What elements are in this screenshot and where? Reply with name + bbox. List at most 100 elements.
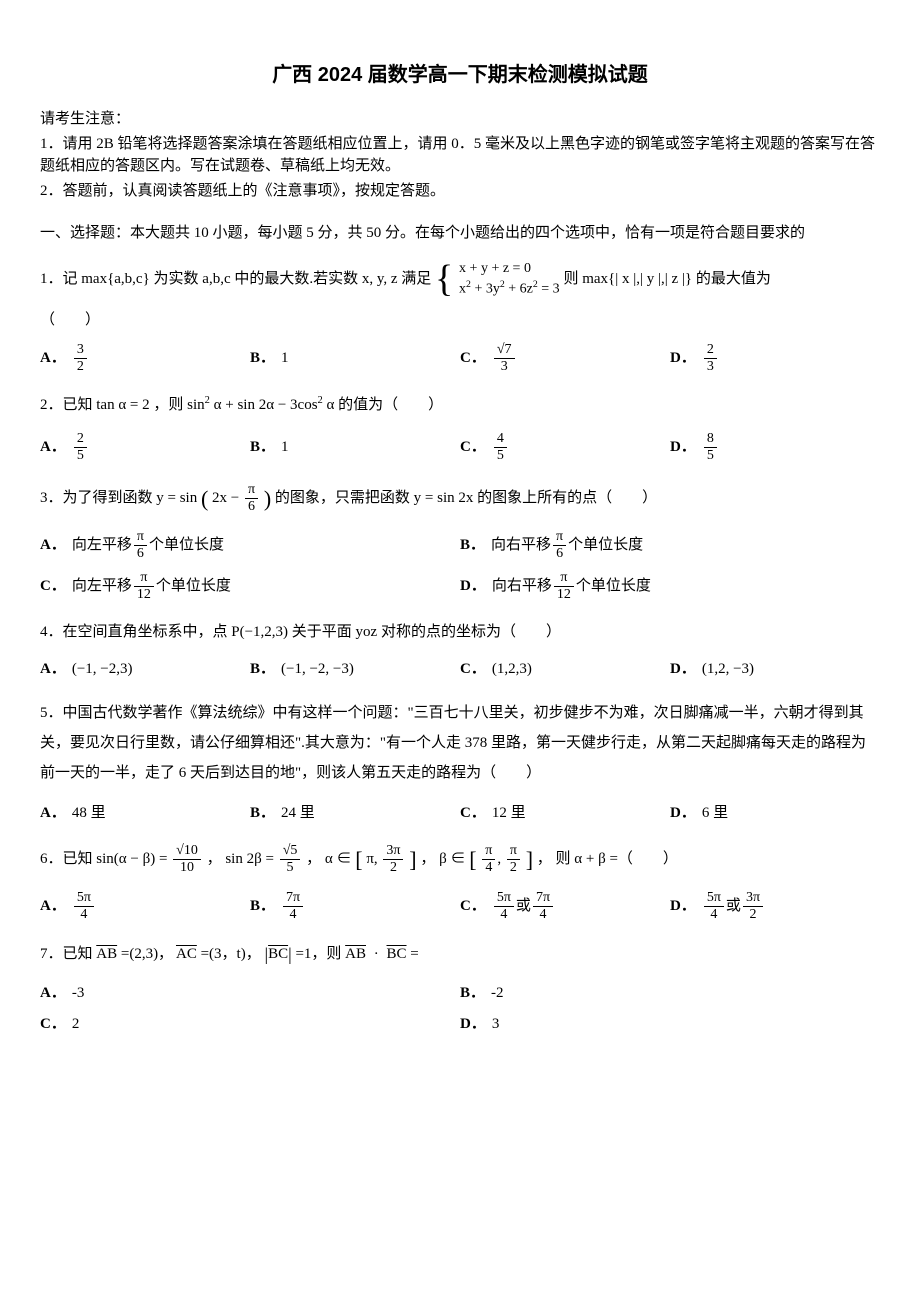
instructions-head: 请考生注意：	[40, 108, 880, 131]
q6-c1-num: 5π	[494, 890, 514, 907]
q4-choice-b: B． (−1, −2, −3)	[250, 654, 460, 685]
section-1-heading: 一、选择题：本大题共 10 小题，每小题 5 分，共 50 分。在每个小题给出的…	[40, 222, 880, 245]
q2-d-num: 8	[704, 431, 717, 448]
label-a: A．	[40, 436, 66, 459]
q2-choice-a: A． 25	[40, 427, 250, 468]
q2-post: α 的值为（ ）	[323, 397, 443, 413]
label-b: B．	[250, 658, 275, 681]
q6-r2-hi-num: π	[507, 843, 520, 860]
q2-a-num: 2	[74, 431, 87, 448]
q7-bc1-val: =1，则	[292, 946, 345, 962]
q2-choices: A．25 B．1 C．45 D．85	[40, 427, 880, 468]
q7-ac-val: =(3，t)，	[197, 946, 265, 962]
q3-a-pre: 向左平移	[72, 534, 132, 557]
q6-b-num: 7π	[283, 890, 303, 907]
q4-choice-d: D．(1,2, −3)	[670, 654, 880, 685]
q6-a-num: 5π	[74, 890, 94, 907]
label-d: D．	[670, 895, 696, 918]
q1-choice-b: B． 1	[250, 338, 460, 379]
label-b: B．	[250, 347, 275, 370]
q6-r1-hi-num: 3π	[383, 843, 403, 860]
q1-eq2-eq: = 3	[538, 282, 560, 297]
q6-f2-num: √5	[280, 843, 301, 860]
label-d: D．	[670, 347, 696, 370]
q1-eq2-x: x	[459, 282, 466, 297]
q4-b: (−1, −2, −3)	[281, 658, 354, 681]
label-c: C．	[460, 895, 486, 918]
q7-vec-bc2: BC	[387, 946, 407, 962]
q6-b-den: 4	[283, 907, 303, 923]
q6-r1-hi-den: 2	[383, 860, 403, 876]
label-b: B．	[250, 436, 275, 459]
q2-b: 1	[281, 436, 289, 459]
q3-choices: A．向左平移 π6 个单位长度 B．向右平移 π6 个单位长度 C．向左平移 π…	[40, 525, 880, 607]
q3-c-den: 12	[134, 587, 154, 603]
q3-pre: 3．为了得到函数 y = sin	[40, 490, 197, 506]
q3-choice-a: A．向左平移 π6 个单位长度	[40, 525, 460, 566]
q6-mid3: ， β ∈	[420, 851, 465, 867]
q6-f2-den: 5	[280, 860, 301, 876]
label-b: B．	[250, 802, 275, 825]
q3-a-den: 6	[134, 546, 147, 562]
q1-eq2-y: + 3y	[471, 282, 500, 297]
q6-mid2: ， α ∈	[306, 851, 351, 867]
label-d: D．	[670, 658, 696, 681]
q2-a-den: 5	[74, 448, 87, 464]
q3-b-post: 个单位长度	[568, 534, 643, 557]
q3-post: 的图象，只需把函数 y = sin 2x 的图象上所有的点（ ）	[275, 490, 657, 506]
q7-eq: =	[407, 946, 419, 962]
q6-d2-num: 3π	[743, 890, 763, 907]
q7-d: 3	[492, 1013, 500, 1036]
q1-c-num: √7	[494, 342, 515, 359]
q2-d-den: 5	[704, 448, 717, 464]
q7-a: -3	[72, 982, 85, 1005]
q1-b: 1	[281, 347, 289, 370]
q7-choices: A．-3 B．-2 C．2 D．3	[40, 978, 880, 1039]
label-b: B．	[460, 534, 485, 557]
q1-eq2: x2 + 3y2 + 6z2 = 3	[459, 278, 560, 299]
q5-choice-b: B． 24 里	[250, 798, 460, 829]
q1-choice-a: A．32	[40, 338, 250, 379]
label-d: D．	[670, 436, 696, 459]
q3-b-num: π	[553, 529, 566, 546]
label-a: A．	[40, 534, 66, 557]
q1-post: 则 max{| x |,| y |,| z |} 的最大值为	[563, 270, 770, 286]
q3-inner-den: 6	[245, 499, 258, 515]
q7-c: 2	[72, 1013, 80, 1036]
q5-b: 24 里	[281, 802, 315, 825]
q2-c-den: 5	[494, 448, 507, 464]
q1-system: x + y + z = 0 x2 + 3y2 + 6z2 = 3	[459, 259, 560, 300]
q3-b-den: 6	[553, 546, 566, 562]
q1-choices: A．32 B．1 C．√73 D．23	[40, 338, 880, 379]
label-c: C．	[40, 575, 66, 598]
q2-c-num: 4	[494, 431, 507, 448]
q1-choice-d: D．23	[670, 338, 880, 379]
lparen-icon: (	[201, 486, 208, 511]
q7-vec-bc1: BC	[268, 946, 288, 962]
q5-choice-a: A．48 里	[40, 798, 250, 829]
q2-pre: 2．已知 tan α = 2 ，则 sin	[40, 397, 205, 413]
page-title: 广西 2024 届数学高一下期末检测模拟试题	[40, 60, 880, 90]
q4-a: (−1, −2,3)	[72, 658, 133, 681]
question-1: 1．记 max{a,b,c} 为实数 a,b,c 中的最大数.若实数 x, y,…	[40, 259, 880, 380]
label-a: A．	[40, 347, 66, 370]
q7-vec-ac: AC	[176, 946, 197, 962]
q4-choice-c: C．(1,2,3)	[460, 654, 670, 685]
label-d: D．	[460, 1013, 486, 1036]
q3-choice-d: D．向右平移 π12 个单位长度	[460, 566, 880, 607]
question-2-stem: 2．已知 tan α = 2 ，则 sin2 α + sin 2α − 3cos…	[40, 393, 880, 417]
label-c: C．	[40, 1013, 66, 1036]
lbracket-icon: [	[355, 847, 362, 872]
q7-choice-d: D． 3	[460, 1009, 880, 1040]
label-b: B．	[460, 982, 485, 1005]
q6-c-or: 或	[516, 895, 531, 918]
q5-choice-d: D．6 里	[670, 798, 880, 829]
instructions-line-1: 1．请用 2B 铅笔将选择题答案涂填在答题纸相应位置上，请用 0．5 毫米及以上…	[40, 133, 880, 178]
q7-ab-val: =(2,3)，	[117, 946, 176, 962]
label-c: C．	[460, 436, 486, 459]
q1-c-den: 3	[494, 359, 515, 375]
label-a: A．	[40, 982, 66, 1005]
question-7: 7．已知 AB =(2,3)， AC =(3，t)， |BC| =1，则 AB …	[40, 941, 880, 1039]
instructions-line-2: 2．答题前，认真阅读答题纸上的《注意事项》，按规定答题。	[40, 180, 880, 203]
q3-d-num: π	[554, 570, 574, 587]
